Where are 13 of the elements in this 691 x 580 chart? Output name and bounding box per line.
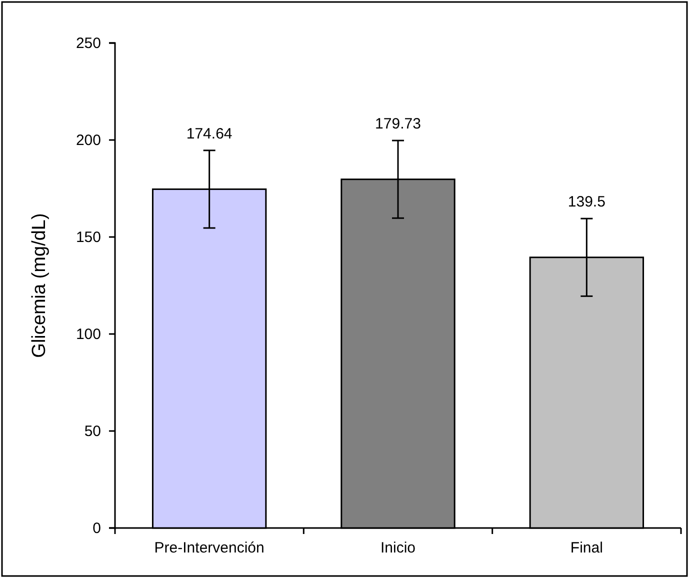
y-tick-label: 0 <box>92 520 101 537</box>
y-tick-label: 250 <box>76 34 101 52</box>
data-label: 179.73 <box>375 116 421 133</box>
y-axis-title: Glicemia (mg/dL) <box>29 213 50 358</box>
data-label: 139.5 <box>568 194 606 211</box>
x-tick-label: Final <box>570 540 603 557</box>
data-label: 174.64 <box>186 125 232 142</box>
y-tick-label: 100 <box>76 326 101 343</box>
y-tick-label: 50 <box>84 422 101 440</box>
y-tick-label: 200 <box>76 132 101 149</box>
y-tick-label: 150 <box>76 228 101 246</box>
x-tick-label: Inicio <box>380 540 416 557</box>
x-tick-label: Pre-Intervención <box>154 540 264 557</box>
